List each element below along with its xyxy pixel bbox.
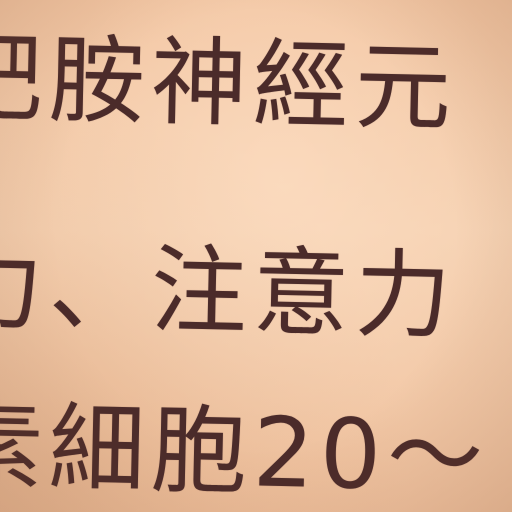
text-line-1: 肥胺神經元 <box>0 22 459 145</box>
text-line-2: 力、注意力 <box>0 230 459 353</box>
text-line-3: 素細胞20～ <box>0 390 491 512</box>
